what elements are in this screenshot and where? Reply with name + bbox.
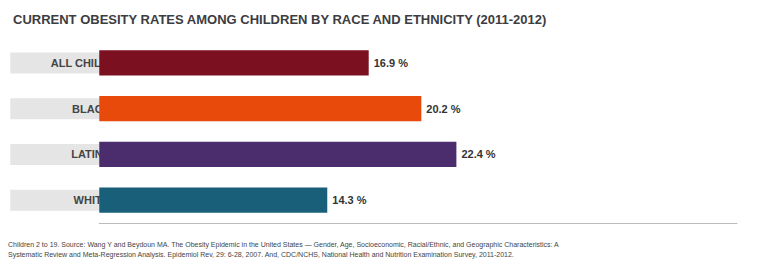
svg-text:20.2 %: 20.2 % (426, 103, 460, 115)
svg-text:ALL CHILDREN: ALL CHILDREN (50, 56, 132, 69)
svg-text:22.4 %: 22.4 % (461, 148, 495, 160)
svg-text:BLACK: BLACK (72, 102, 111, 115)
svg-text:Children 2 to 19. Source: Wang: Children 2 to 19. Source: Wang Y and Bey… (8, 241, 559, 249)
svg-text:WHITE: WHITE (73, 194, 109, 207)
svg-text:Systematic Review and Meta-Reg: Systematic Review and Meta-Regression An… (8, 251, 514, 259)
svg-text:LATINO: LATINO (71, 148, 112, 161)
svg-text:CURRENT OBESITY RATES AMONG CH: CURRENT OBESITY RATES AMONG CHILDREN BY … (13, 12, 546, 27)
svg-text:16.9 %: 16.9 % (374, 57, 408, 69)
svg-text:14.3 %: 14.3 % (332, 194, 366, 206)
